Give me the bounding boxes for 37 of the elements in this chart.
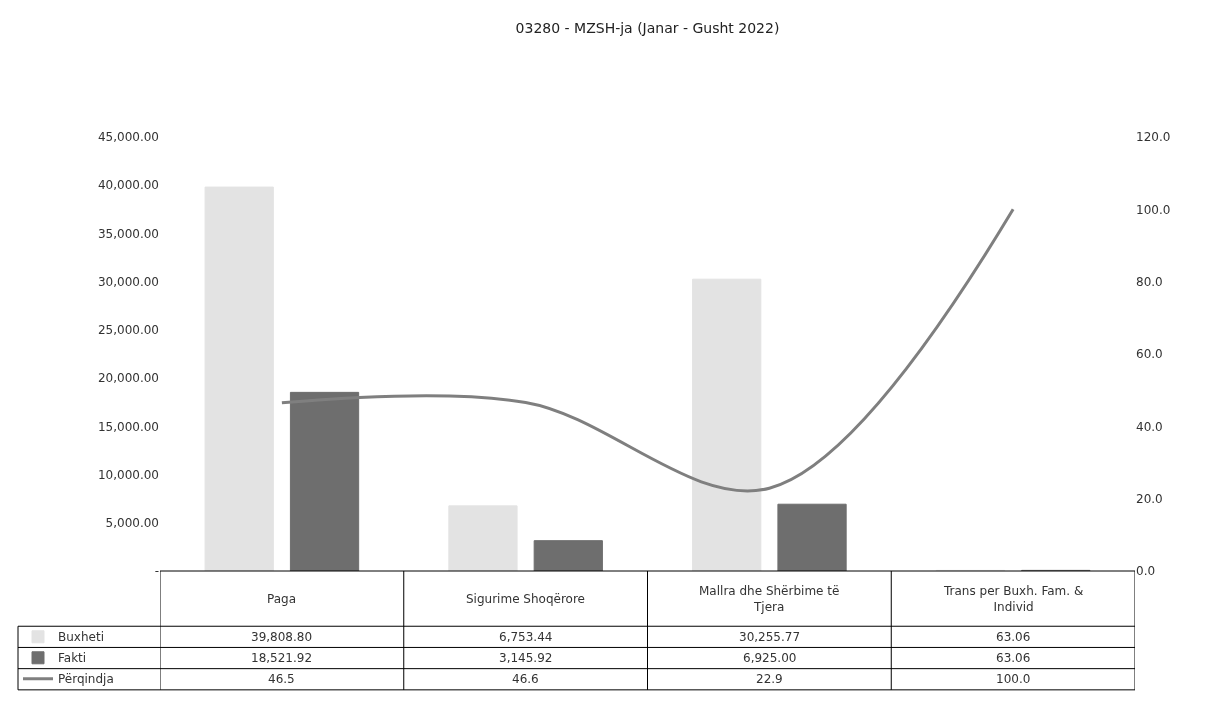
- y2-tick-label: 120.0: [1136, 130, 1171, 145]
- data-label: 46.5: [268, 672, 295, 686]
- data-label: 100.0: [996, 672, 1031, 686]
- y2-tick-label: 80.0: [1136, 274, 1163, 289]
- x-tick-label: Paga: [267, 592, 297, 606]
- y2-tick-label: 100.0: [1136, 202, 1171, 217]
- data-label: 6,753.44: [499, 630, 553, 644]
- data-label: 63.06: [996, 651, 1031, 665]
- data-label: 63.06: [996, 630, 1031, 644]
- y-tick-label: 45,000.00: [97, 130, 159, 145]
- legend-label: Fakti: [58, 651, 87, 666]
- data-label: 39,808.80: [251, 630, 313, 644]
- data-label: 46.6: [512, 672, 539, 686]
- y-tick-label: 35,000.00: [97, 226, 159, 241]
- y-tick-label: 15,000.00: [97, 419, 159, 434]
- y-tick-label: 20,000.00: [97, 371, 159, 386]
- y2-tick-label: 60.0: [1136, 347, 1163, 362]
- data-label: 18,521.92: [251, 651, 313, 665]
- chart-title: 03280 - MZSH-ja (Janar - Gusht 2022): [515, 19, 780, 36]
- data-label: 6,925.00: [743, 651, 797, 665]
- y2-tick-label: 40.0: [1136, 419, 1163, 434]
- y-tick-label: 40,000.00: [97, 178, 159, 193]
- data-label: 3,145.92: [499, 651, 553, 665]
- legend-label: Buxheti: [58, 630, 104, 645]
- y-tick-label: 5,000.00: [105, 515, 159, 530]
- x-tick-label: Mallra dhe Shërbime të Tjera: [699, 584, 840, 614]
- x-tick-label: Sigurime Shoqërore: [466, 592, 585, 606]
- data-label: 30,255.77: [739, 630, 801, 644]
- y-tick-label: 10,000.00: [97, 467, 159, 482]
- x-tick-label: Trans per Buxh. Fam. & Individ: [943, 584, 1084, 614]
- y-tick-label: 30,000.00: [97, 274, 159, 289]
- y2-tick-label: 0.0: [1136, 564, 1156, 579]
- legend-label: Përqindja: [58, 672, 114, 687]
- y-tick-label: 25,000.00: [97, 323, 159, 338]
- y2-tick-label: 20.0: [1136, 491, 1163, 506]
- y-tick-label: -: [154, 564, 159, 579]
- data-label: 22.9: [756, 672, 783, 686]
